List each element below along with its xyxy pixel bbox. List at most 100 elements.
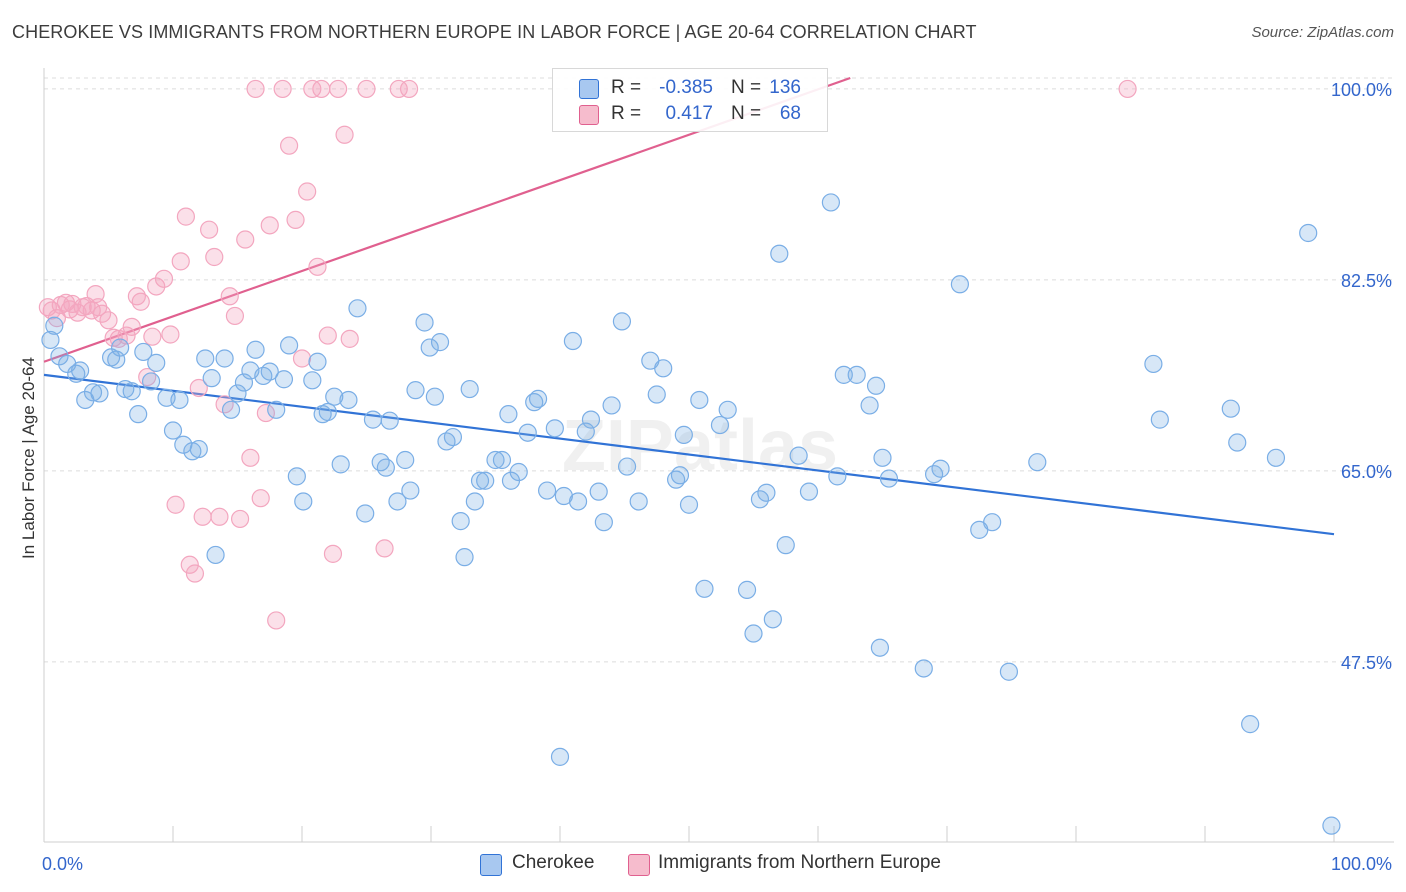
data-point-immigrants <box>185 564 205 583</box>
data-point-cherokee <box>879 469 899 488</box>
data-point-cherokee <box>348 299 367 318</box>
data-point-immigrants <box>99 311 118 330</box>
data-point-cherokee <box>376 458 395 477</box>
data-point-cherokee <box>834 365 853 384</box>
data-point-cherokee <box>1322 816 1341 835</box>
legend-r-label: R = <box>611 103 642 124</box>
data-point-cherokee <box>568 492 588 511</box>
data-point-cherokee <box>744 624 763 643</box>
data-point-cherokee <box>821 193 841 212</box>
data-point-immigrants <box>292 349 312 368</box>
data-point-immigrants <box>318 326 337 345</box>
data-point-immigrants <box>63 294 82 314</box>
data-point-cherokee <box>122 382 141 401</box>
legend-label-cherokee: Cherokee <box>512 852 595 873</box>
data-point-immigrants <box>210 507 229 526</box>
data-point-immigrants <box>225 306 245 326</box>
data-point-cherokee <box>83 383 103 402</box>
data-point-cherokee <box>202 369 221 388</box>
data-point-immigrants <box>241 448 260 467</box>
data-point-immigrants <box>251 489 270 508</box>
data-point-cherokee <box>287 467 306 486</box>
y-axis-title: In Labor Force | Age 20-64 <box>19 357 38 559</box>
data-point-cherokee <box>451 512 470 531</box>
data-point-cherokee <box>629 492 648 511</box>
data-point-cherokee <box>246 340 265 359</box>
data-point-cherokee <box>170 390 189 410</box>
data-point-cherokee <box>396 450 415 470</box>
data-point-cherokee <box>1228 433 1247 452</box>
data-point-cherokee <box>280 336 299 355</box>
data-point-cherokee <box>206 545 225 565</box>
series-legend: Cherokee Immigrants from Northern Europe <box>0 852 1406 878</box>
data-point-cherokee <box>425 387 444 406</box>
data-point-cherokee <box>679 495 699 514</box>
series-immigrants-northern-europe <box>38 79 1137 630</box>
data-point-immigrants <box>92 304 112 323</box>
data-point-cherokee <box>71 361 90 380</box>
data-point-cherokee <box>931 459 950 478</box>
data-point-cherokee <box>789 446 808 465</box>
data-point-cherokee <box>612 312 632 331</box>
legend-swatch-immigrants <box>628 854 650 876</box>
data-point-cherokee <box>267 400 286 419</box>
data-point-cherokee <box>492 450 512 470</box>
data-point-cherokee <box>189 439 208 459</box>
data-point-immigrants <box>340 329 359 348</box>
data-point-cherokee <box>589 482 608 501</box>
data-point-cherokee <box>545 419 564 438</box>
data-point-immigrants <box>335 125 354 144</box>
data-point-cherokee <box>380 411 399 430</box>
data-point-immigrants <box>131 292 150 311</box>
data-point-immigrants <box>154 269 174 288</box>
legend-swatch-cherokee <box>579 79 599 99</box>
legend-n-label: N = <box>731 77 762 98</box>
data-point-cherokee <box>1241 715 1260 734</box>
legend-label-immigrants: Immigrants from Northern Europe <box>658 852 941 873</box>
data-point-cherokee <box>371 453 390 472</box>
data-point-immigrants <box>280 136 299 155</box>
data-point-immigrants <box>308 257 327 276</box>
legend-n-label: N = <box>731 103 762 124</box>
data-point-cherokee <box>757 483 776 502</box>
data-point-immigrants <box>143 327 162 346</box>
data-point-cherokee <box>602 396 621 415</box>
data-point-cherokee <box>695 579 714 598</box>
data-point-cherokee <box>509 462 528 482</box>
data-point-immigrants <box>375 539 394 558</box>
data-point-cherokee <box>528 389 548 408</box>
data-point-cherokee <box>770 244 789 263</box>
data-point-cherokee <box>860 396 879 415</box>
data-point-cherokee <box>1221 399 1240 418</box>
data-point-cherokee <box>581 410 601 429</box>
y-tick-label: 65.0% <box>1341 462 1392 482</box>
data-point-immigrants <box>161 325 180 344</box>
data-point-cherokee <box>430 333 450 352</box>
legend-n-value: 68 <box>779 103 801 124</box>
data-point-cherokee <box>554 486 573 506</box>
data-point-cherokee <box>274 370 294 389</box>
data-point-cherokee <box>45 316 64 335</box>
data-point-cherokee <box>1150 410 1169 429</box>
data-point-cherokee <box>303 371 322 390</box>
data-point-cherokee <box>163 421 183 440</box>
data-point-immigrants <box>256 403 275 423</box>
legend-r-value: -0.385 <box>659 77 713 98</box>
data-point-cherokee <box>799 482 819 501</box>
data-point-cherokee <box>363 410 383 429</box>
data-point-cherokee <box>134 342 153 362</box>
data-point-immigrants <box>220 287 239 306</box>
data-point-immigrants <box>260 216 279 235</box>
data-point-cherokee <box>594 513 613 532</box>
axes <box>43 68 1394 843</box>
data-point-cherokee <box>763 610 782 629</box>
data-point-cherokee <box>1028 453 1047 472</box>
legend-swatch-immigrants <box>579 105 599 125</box>
y-tick-label: 47.5% <box>1341 653 1392 673</box>
data-point-immigrants <box>68 303 87 322</box>
data-point-cherokee <box>415 313 434 332</box>
data-point-cherokee <box>129 405 148 424</box>
data-point-cherokee <box>111 338 130 357</box>
data-point-cherokee <box>866 376 886 395</box>
data-point-cherokee <box>356 504 375 523</box>
